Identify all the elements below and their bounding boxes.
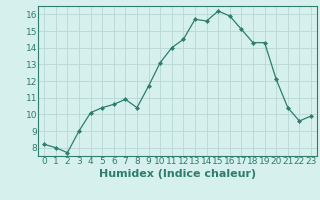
X-axis label: Humidex (Indice chaleur): Humidex (Indice chaleur) xyxy=(99,169,256,179)
